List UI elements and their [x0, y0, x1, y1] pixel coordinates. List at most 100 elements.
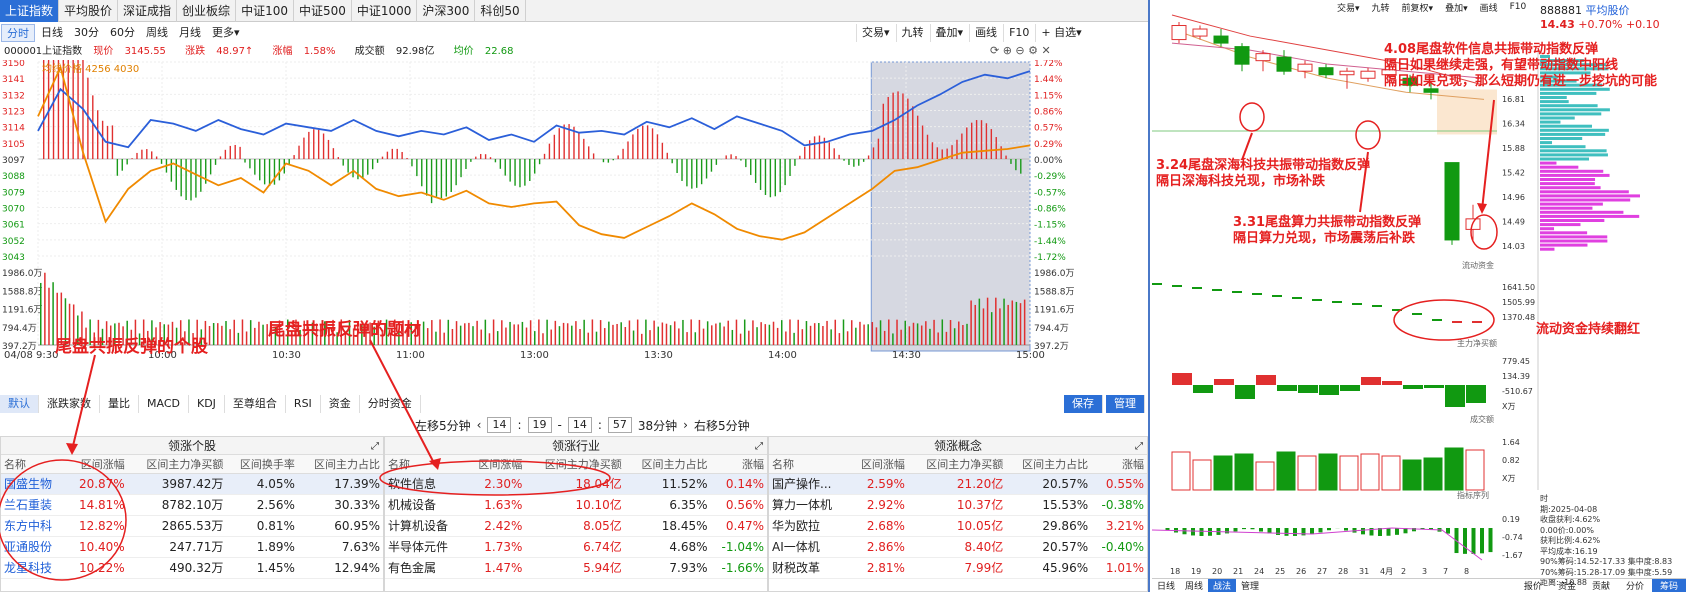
toolbar-right-button[interactable]: F10 [1003, 24, 1034, 42]
kline-toolbar-button[interactable]: 前复权▾ [1401, 3, 1434, 14]
toolbar-right-button[interactable]: 九转 [895, 24, 929, 42]
table-row[interactable]: 亚通股份 10.40% 247.71万 1.89% 7.63% [1, 536, 383, 558]
column-header[interactable]: 涨幅 [710, 455, 767, 474]
breadth-bar [926, 134, 929, 159]
column-header[interactable]: 区间换手率 [226, 455, 298, 474]
period-button[interactable]: 周线 [146, 26, 168, 39]
subtab-right-button[interactable]: 管理 [1106, 395, 1145, 413]
expand-icon[interactable]: ⤢ [371, 441, 379, 452]
shift-right-button[interactable]: 右移5分钟 [693, 418, 750, 433]
column-header[interactable]: 涨幅 [1091, 455, 1147, 474]
indicator-tab[interactable]: MACD [139, 395, 189, 413]
column-header[interactable]: 名称 [1, 455, 68, 474]
period-button[interactable]: 60分 [110, 26, 135, 39]
table-row[interactable]: 算力一体机 2.92% 10.37亿 15.53% -0.38% [769, 494, 1147, 516]
index-tab[interactable]: 上证指数 [0, 0, 60, 22]
end-minute[interactable]: 57 [607, 417, 632, 433]
indicator-tab[interactable]: 量比 [100, 395, 139, 413]
indicator-tab[interactable]: RSI [286, 395, 321, 413]
kline-bottom-button[interactable]: 周线 [1185, 582, 1204, 592]
x-tick: 14:30 [892, 350, 921, 361]
kline-bottom-button[interactable]: 管理 [1241, 582, 1260, 592]
row-value: 15.53% [1006, 494, 1092, 516]
end-hour[interactable]: 14 [567, 417, 592, 433]
breadth-bar [995, 137, 997, 159]
indicator-tab[interactable]: 至尊组合 [225, 395, 286, 413]
toolbar-right-button[interactable]: 交易▾ [856, 24, 895, 42]
toolbar-right-button[interactable]: + 自选▾ [1035, 24, 1086, 42]
index-tab[interactable]: 创业板综 [177, 0, 237, 22]
column-header[interactable]: 区间主力净买额 [127, 455, 227, 474]
intraday-chart[interactable]: 3150 1.72% 3141 1.44% 3132 1.15% 3123 0.86% 3114… [0, 60, 1148, 390]
kline-bottom-tab[interactable]: 报价 [1523, 582, 1542, 592]
indicator-tab[interactable]: 涨跌家数 [39, 395, 100, 413]
period-button[interactable]: 日线 [41, 26, 63, 39]
column-header[interactable]: 区间涨幅 [67, 455, 128, 474]
expand-icon[interactable]: ⤢ [1135, 441, 1143, 452]
kline-bottom-tab[interactable]: 分价 [1625, 582, 1644, 592]
index-tab[interactable]: 沪深300 [417, 0, 476, 22]
indicator-tab[interactable]: 默认 [0, 395, 39, 413]
indicator-tab[interactable]: KDJ [189, 395, 225, 413]
kline-toolbar-button[interactable]: 画线 [1479, 3, 1498, 14]
start-minute[interactable]: 19 [527, 417, 552, 433]
toolbar-right-button[interactable]: 叠加▾ [929, 24, 969, 42]
table-row[interactable]: 国盛生物 20.87% 3987.42万 4.05% 17.39% [1, 473, 383, 495]
table-row[interactable]: 东方中科 12.82% 2865.53万 0.81% 60.95% [1, 515, 383, 537]
kline-bottom-tab[interactable]: 贡献 [1591, 582, 1610, 592]
breadth-bar [430, 159, 433, 204]
kline-toolbar-button[interactable]: F10 [1509, 2, 1527, 12]
index-tab[interactable]: 科创50 [475, 0, 526, 22]
table-row[interactable]: 计算机设备 2.42% 8.05亿 18.45% 0.47% [385, 515, 767, 537]
table-row[interactable]: 机械设备 1.63% 10.10亿 6.35% 0.56% [385, 494, 767, 516]
column-header[interactable]: 区间主力净买额 [907, 455, 1007, 474]
column-header[interactable]: 区间主力占比 [297, 455, 383, 474]
index-tab[interactable]: 平均股价 [59, 0, 119, 22]
column-header[interactable]: 区间涨幅 [850, 455, 908, 474]
kline-bottom-button[interactable]: 日线 [1157, 582, 1176, 592]
table-row[interactable]: AI一体机 2.86% 8.40亿 20.57% -0.40% [769, 536, 1147, 558]
column-header[interactable]: 区间主力占比 [1006, 455, 1092, 474]
column-header[interactable]: 区间主力净买额 [525, 455, 625, 474]
expand-icon[interactable]: ⤢ [755, 441, 763, 452]
volume-bar [785, 331, 787, 345]
kline-toolbar-button[interactable]: 九转 [1371, 3, 1390, 14]
period-button[interactable]: 30分 [74, 26, 99, 39]
kline-bottom-button[interactable]: 战法 [1208, 579, 1237, 592]
table-row[interactable]: 兰石重装 14.81% 8782.10万 2.56% 30.33% [1, 494, 383, 516]
y-tick-left: 3070 [2, 205, 25, 215]
index-tab[interactable]: 中证100 [236, 0, 294, 22]
kline-chart[interactable]: 16.81 16.34 15.88 15.42 14.96 14.49 14.03 1641.… [1152, 0, 1686, 592]
table-row[interactable]: 财税改革 2.81% 7.99亿 45.96% 1.01% [769, 557, 1147, 579]
index-tab[interactable]: 中证500 [294, 0, 352, 22]
selection-range[interactable] [870, 61, 1031, 352]
indicator-tab[interactable]: 分时资金 [360, 395, 421, 413]
indicator-tab[interactable]: 资金 [321, 395, 360, 413]
period-button[interactable]: 月线 [179, 26, 201, 39]
shift-left-button[interactable]: 左移5分钟 [415, 418, 471, 433]
period-button[interactable]: 分时 [1, 24, 35, 42]
table-row[interactable]: 有色金属 1.47% 5.94亿 7.93% -1.66% [385, 557, 767, 579]
chart-tool-icons[interactable]: ⟳ ⊕ ⊖ ⚙ ✕ [990, 44, 1051, 57]
start-hour[interactable]: 14 [487, 417, 512, 433]
subtab-right-button[interactable]: 保存 [1064, 395, 1103, 413]
table-row[interactable]: 国产操作... 2.59% 21.20亿 20.57% 0.55% [769, 473, 1147, 495]
kline-bottom-tab[interactable]: 筹码 [1651, 579, 1686, 592]
breadth-bar [529, 159, 531, 181]
kline-toolbar-button[interactable]: 交易▾ [1337, 3, 1360, 14]
volume-bar [768, 324, 771, 345]
column-header[interactable]: 区间主力占比 [624, 455, 711, 474]
table-row[interactable]: 龙星科技 10.22% 490.32万 1.45% 12.94% [1, 557, 383, 579]
column-header[interactable]: 名称 [385, 455, 468, 474]
table-row[interactable]: 半导体元件 1.73% 6.74亿 4.68% -1.04% [385, 536, 767, 558]
index-tab[interactable]: 中证1000 [352, 0, 418, 22]
index-tab[interactable]: 深证成指 [118, 0, 178, 22]
table-row[interactable]: 华为欧拉 2.68% 10.05亿 29.86% 3.21% [769, 515, 1147, 537]
column-header[interactable]: 区间涨幅 [467, 455, 526, 474]
kline-bottom-tab[interactable]: 资金 [1557, 582, 1576, 592]
column-header[interactable]: 名称 [769, 455, 851, 474]
kline-toolbar-button[interactable]: 叠加▾ [1445, 3, 1468, 14]
toolbar-right-button[interactable]: 画线 [969, 24, 1002, 42]
period-button[interactable]: 更多▾ [212, 26, 240, 39]
table-row[interactable]: 软件信息 2.30% 18.04亿 11.52% 0.14% [385, 473, 767, 495]
